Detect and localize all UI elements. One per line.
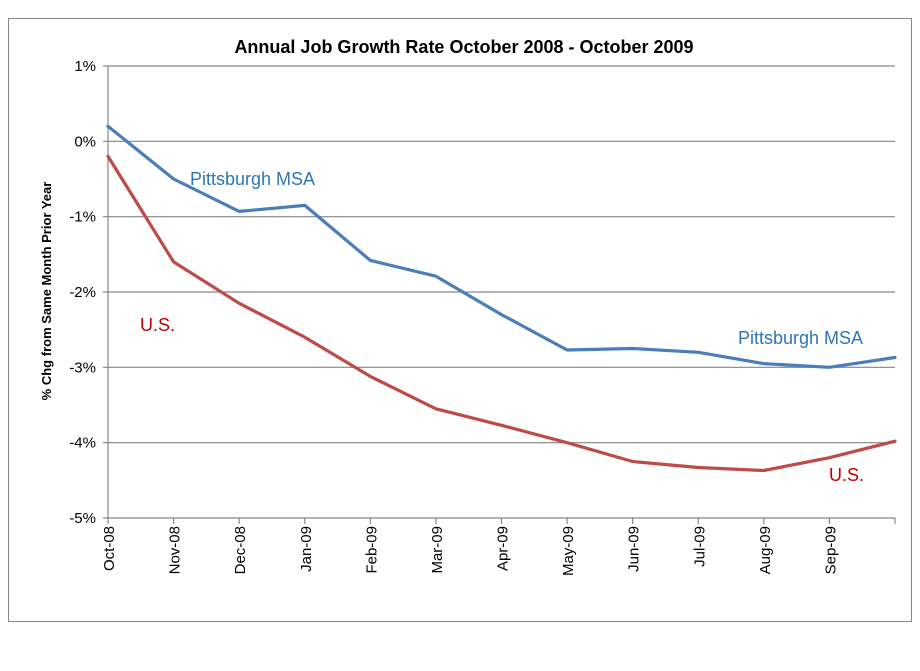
chart-title: Annual Job Growth Rate October 2008 - Oc…: [234, 37, 693, 57]
y-tick-label: -4%: [69, 435, 96, 452]
x-tick-label: Aug-09: [757, 526, 774, 574]
y-tick-label: 0%: [74, 133, 96, 150]
y-tick-label: -3%: [69, 359, 96, 376]
series-lines: [106, 124, 897, 473]
y-axis-label: % Chg from Same Month Prior Year: [39, 182, 54, 401]
x-tick-label: Oct-08: [101, 526, 118, 571]
annotation-us-left: U.S.: [140, 315, 175, 335]
y-tick-label: -5%: [69, 510, 96, 527]
annotation-pittsburgh-upper: Pittsburgh MSA: [190, 169, 315, 189]
x-tick-label: Sep-09: [822, 526, 839, 574]
x-tick-label: Mar-09: [429, 526, 446, 574]
y-tick-label: 1%: [74, 58, 96, 75]
series-line-pittsburgh: [106, 124, 897, 369]
x-tick-label: Jan-09: [298, 526, 315, 572]
x-tick-label: Apr-09: [495, 526, 512, 571]
series-line-us: [106, 154, 897, 473]
x-tick-label: May-09: [560, 526, 577, 576]
annotation-pittsburgh-right: Pittsburgh MSA: [738, 328, 863, 348]
axes: [107, 66, 896, 524]
y-tick-label: -1%: [69, 209, 96, 226]
x-tick-label: Feb-09: [363, 526, 380, 574]
y-tick-label: -2%: [69, 284, 96, 301]
x-tick-label: Jul-09: [691, 526, 708, 567]
x-tick-label: Jun-09: [626, 526, 643, 572]
x-tick-label: Dec-08: [232, 526, 249, 574]
annotation-us-right: U.S.: [829, 465, 864, 485]
chart-frame: [8, 18, 912, 622]
x-tick-label: Nov-08: [167, 526, 184, 574]
y-tick-labels: 1% 0% -1% -2% -3% -4% -5%: [69, 58, 96, 527]
x-tick-labels: Oct-08 Nov-08 Dec-08 Jan-09 Feb-09 Mar-09 Apr-…: [101, 526, 839, 576]
annotations: Pittsburgh MSA U.S. Pittsburgh MSA U.S.: [140, 169, 864, 485]
